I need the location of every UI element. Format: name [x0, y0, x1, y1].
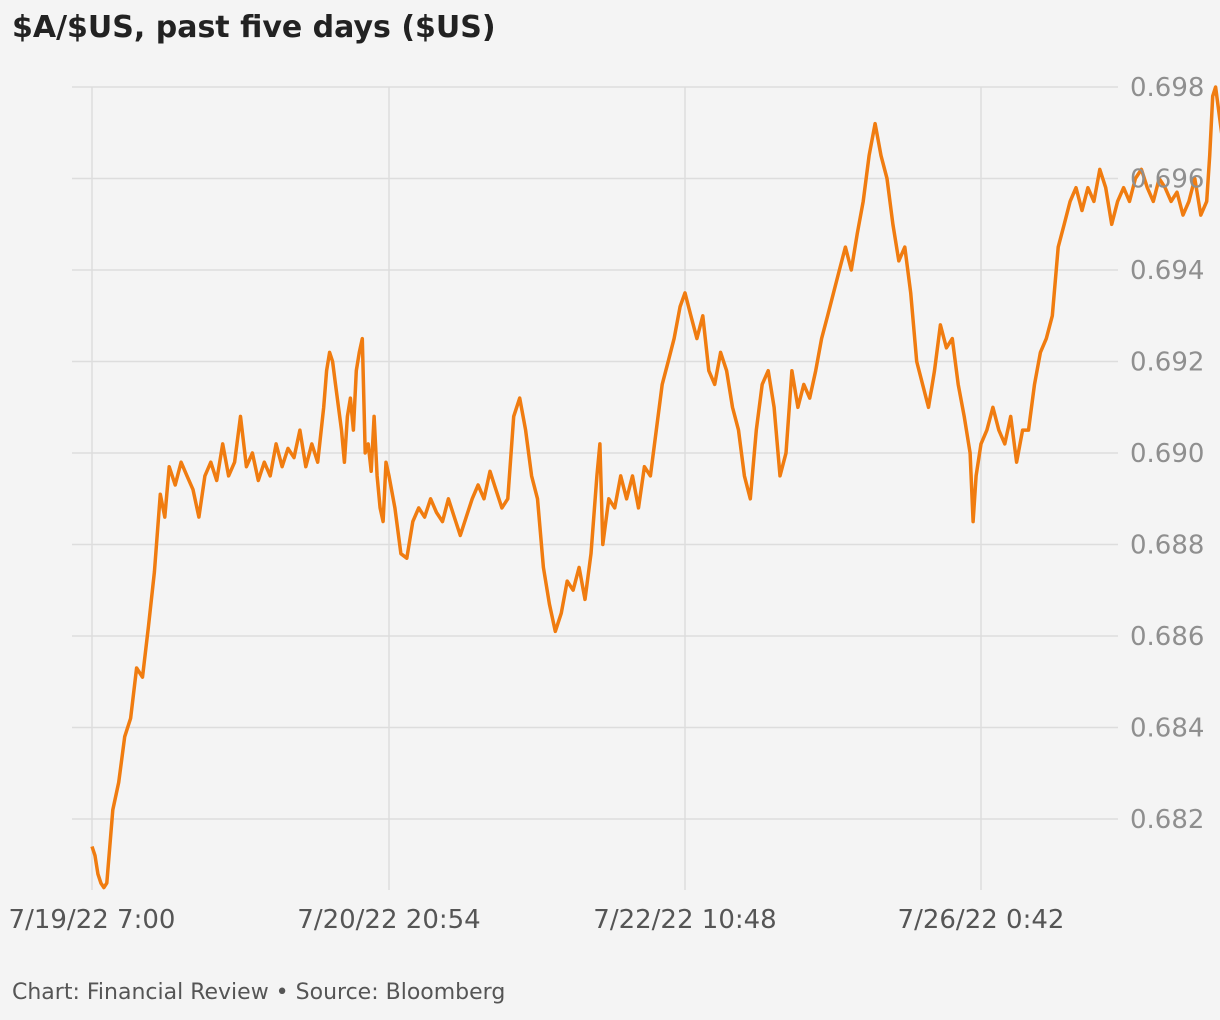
series-line [90, 85, 1220, 890]
source-credit: Chart: Financial Review • Source: Bloomb… [12, 980, 506, 1005]
y-tick-label: 0.698 [1130, 73, 1204, 103]
y-tick-label: 0.682 [1130, 805, 1204, 835]
x-tick-label: 7/20/22 20:54 [297, 905, 480, 935]
x-tick-label: 7/19/22 7:00 [9, 905, 176, 935]
y-tick-label: 0.688 [1130, 531, 1204, 561]
x-axis-ticks: 7/19/22 7:00 7/20/22 20:54 7/22/22 10:48 7/… [9, 905, 1065, 935]
x-tick-label: 7/26/22 0:42 [898, 905, 1065, 935]
y-tick-label: 0.692 [1130, 348, 1204, 378]
y-tick-label: 0.684 [1130, 714, 1204, 744]
y-tick-label: 0.694 [1130, 256, 1204, 286]
y-axis-ticks: 0.682 0.684 0.686 0.688 0.690 0.692 0.694 0.696… [1130, 73, 1204, 835]
y-tick-label: 0.690 [1130, 439, 1204, 469]
grid-layer [72, 86, 1118, 890]
chart-title: $A/$US, past five days ($US) [12, 10, 496, 45]
x-tick-label: 7/22/22 10:48 [593, 905, 776, 935]
y-tick-label: 0.686 [1130, 622, 1204, 652]
line-layer [90, 85, 1220, 890]
y-tick-label: 0.696 [1130, 165, 1204, 195]
